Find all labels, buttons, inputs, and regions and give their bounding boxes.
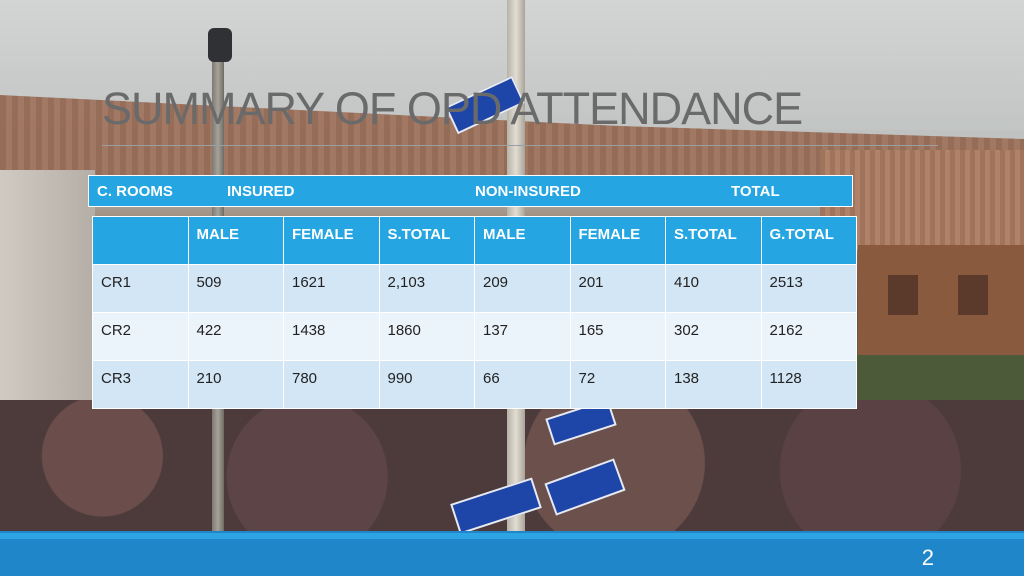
table-cell: 1438 xyxy=(283,312,380,361)
column-header: S.TOTAL xyxy=(665,216,762,265)
column-header: FEMALE xyxy=(569,216,666,265)
table-cell: CR1 xyxy=(92,264,189,313)
table-cell: 422 xyxy=(187,312,284,361)
header-c-rooms: C. ROOMS xyxy=(97,183,173,200)
table-cell: 165 xyxy=(569,312,666,361)
column-header: G.TOTAL xyxy=(760,216,857,265)
table-cell: 201 xyxy=(569,264,666,313)
table-row: CR2 422 1438 1860 137 165 302 2162 xyxy=(92,312,857,361)
footer-accent-line xyxy=(0,533,1024,539)
building-window xyxy=(958,275,988,315)
table-cell: 66 xyxy=(474,360,571,409)
table-cell: CR2 xyxy=(92,312,189,361)
header-insured: INSURED xyxy=(227,183,295,200)
table-header-row: MALE FEMALE S.TOTAL MALE FEMALE S.TOTAL … xyxy=(92,216,857,265)
slide-title: SUMMARY OF OPD ATTENDANCE xyxy=(102,83,803,134)
table-cell: 138 xyxy=(665,360,762,409)
table-cell: 72 xyxy=(569,360,666,409)
title-divider xyxy=(102,145,938,146)
table-cell: CR3 xyxy=(92,360,189,409)
table-cell: 1128 xyxy=(760,360,857,409)
table-cell: 2,103 xyxy=(378,264,475,313)
table-cell: 780 xyxy=(283,360,380,409)
group-header-bar: C. ROOMS INSURED NON-INSURED TOTAL xyxy=(88,175,853,207)
building-window xyxy=(888,275,918,315)
header-non-insured: NON-INSURED xyxy=(475,183,581,200)
opd-attendance-table: MALE FEMALE S.TOTAL MALE FEMALE S.TOTAL … xyxy=(92,216,857,409)
table-cell: 2162 xyxy=(760,312,857,361)
column-header: FEMALE xyxy=(283,216,380,265)
background-wall xyxy=(0,170,95,410)
column-header: MALE xyxy=(187,216,284,265)
table-row: CR1 509 1621 2,103 209 201 410 2513 xyxy=(92,264,857,313)
table-cell: 1860 xyxy=(378,312,475,361)
table-cell: 990 xyxy=(378,360,475,409)
header-total: TOTAL xyxy=(731,183,780,200)
page-number: 2 xyxy=(921,545,934,570)
table-row: CR3 210 780 990 66 72 138 1128 xyxy=(92,360,857,409)
table-cell: 410 xyxy=(665,264,762,313)
table-cell: 302 xyxy=(665,312,762,361)
table-cell: 509 xyxy=(187,264,284,313)
column-header: MALE xyxy=(474,216,571,265)
table-cell: 209 xyxy=(474,264,571,313)
column-header: S.TOTAL xyxy=(378,216,475,265)
table-cell: 1621 xyxy=(283,264,380,313)
column-header xyxy=(92,216,189,265)
table-cell: 137 xyxy=(474,312,571,361)
street-lamp-icon xyxy=(208,28,232,62)
table-cell: 210 xyxy=(187,360,284,409)
table-cell: 2513 xyxy=(760,264,857,313)
background-building xyxy=(858,245,1024,375)
